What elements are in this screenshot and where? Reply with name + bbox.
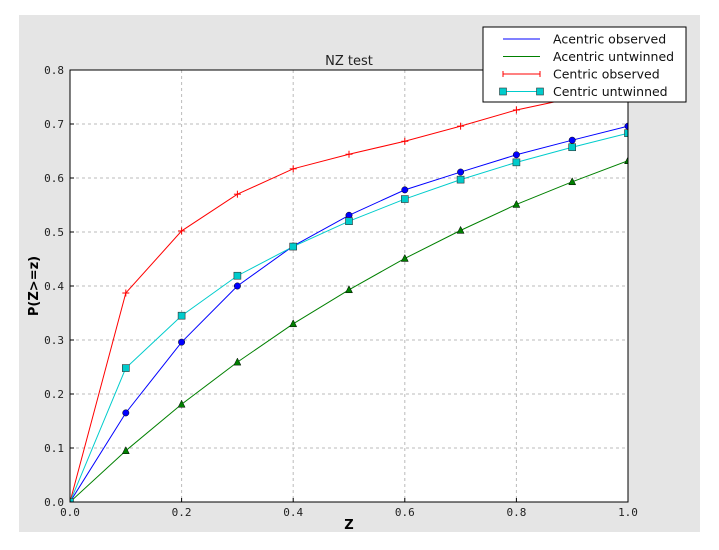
data-point [233,357,242,366]
x-tick-label: 0.0 [60,506,80,519]
y-tick-label: 0.1 [44,442,64,455]
series-acentric-untwinned [70,156,628,502]
y-axis-label: P(Z>=z) [27,256,42,316]
data-point [568,177,577,186]
x-axis-label: Z [344,518,353,533]
y-tick-label: 0.0 [44,496,64,509]
data-point [177,311,186,320]
x-tick-label: 0.2 [172,506,192,519]
plot-frame [69,69,629,503]
legend-item: Centric observed [502,67,660,82]
data-point [122,364,130,372]
data-point [70,498,74,502]
data-point [233,282,241,290]
data-point [624,129,628,137]
data-point [121,446,130,454]
data-point [122,409,130,417]
y-tick-label: 0.8 [44,64,64,77]
data-point [568,136,576,144]
data-point [456,225,465,234]
data-point [499,87,507,96]
legend-label: Centric observed [553,67,660,82]
legend-label: Acentric observed [553,32,666,47]
data-point [178,338,186,346]
data-point [512,199,521,208]
x-tick-label: 0.6 [395,506,415,519]
data-point [345,285,353,294]
x-tick-label: 0.8 [506,506,526,519]
data-point [568,143,577,152]
y-tick-label: 0.5 [44,226,64,239]
y-tick-label: 0.3 [44,334,64,347]
legend-item: Acentric untwinned [503,49,674,64]
data-point [456,175,465,184]
data-point [457,168,465,176]
data-point [401,186,409,194]
legend-item: Centric untwinned [499,84,668,99]
y-tick-label: 0.7 [44,118,64,131]
chart-title: NZ test [325,54,373,69]
x-tick-label: 0.4 [283,506,303,519]
series-centric-untwinned [70,129,628,502]
y-tick-label: 0.4 [44,280,64,293]
data-point [177,399,186,408]
data-point [289,242,298,251]
data-point [512,158,521,167]
data-point [536,87,544,96]
y-tick-label: 0.2 [44,388,64,401]
legend-label: Centric untwinned [553,84,668,99]
y-tick-label: 0.6 [44,172,64,185]
data-point [233,271,242,280]
legend-item: Acentric observed [503,32,666,47]
legend-label: Acentric untwinned [553,49,674,64]
data-point [400,253,409,262]
data-point [289,319,298,328]
legend: Acentric observed Acentric untwinned Centr… [482,26,687,103]
data-point [624,156,628,164]
data-point [512,151,520,159]
data-point [345,217,353,225]
data-point [400,195,409,203]
x-tick-label: 1.0 [618,506,638,519]
